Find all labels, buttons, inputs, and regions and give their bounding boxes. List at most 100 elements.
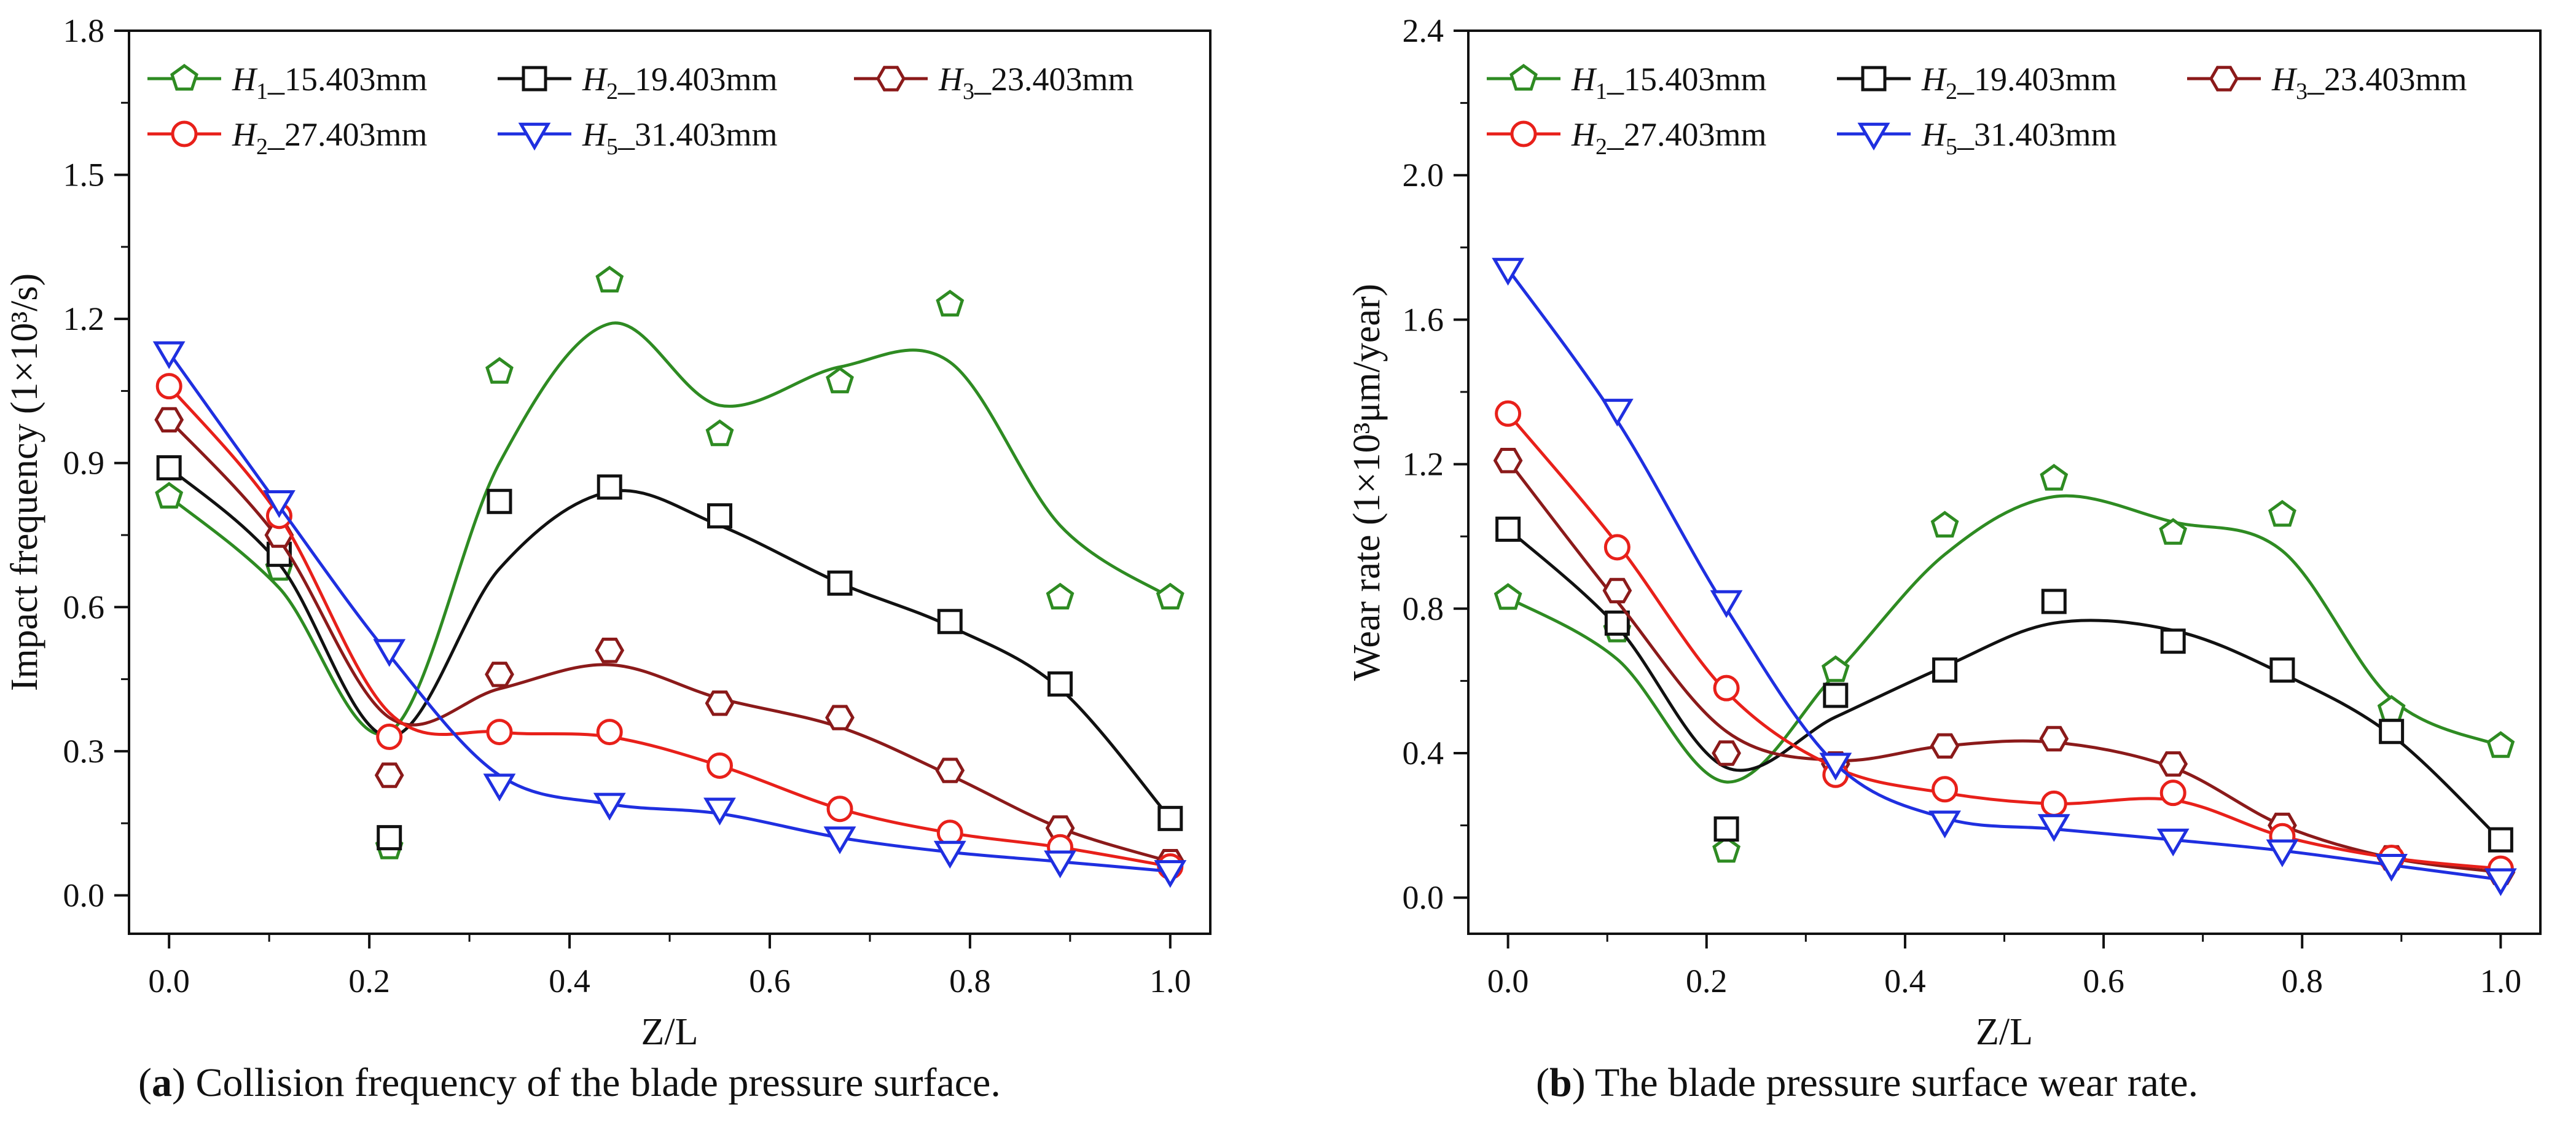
chart-b-series-4-point xyxy=(1713,675,1740,702)
chart-b-series-5-point xyxy=(2484,868,2517,896)
chart-b-series-5-point xyxy=(1492,257,1525,286)
chart-a-series-2-point xyxy=(827,570,853,596)
chart-b-x-tick-label: 0.4 xyxy=(1884,963,1926,999)
chart-b-series-5 xyxy=(1492,257,2517,896)
chart-a-x-tick-label: 0.8 xyxy=(949,963,991,999)
chart-a-series-1-point xyxy=(705,419,734,447)
chart-a-y-tick-label: 1.8 xyxy=(63,12,105,49)
chart-a-series-1-point xyxy=(1156,582,1184,610)
chart-b-series-3-point xyxy=(2158,751,2188,777)
chart-a-series-2-point xyxy=(377,825,402,851)
chart-b-legend-label: H1_15.403mm xyxy=(1571,61,1767,104)
chart-b-series-2-point xyxy=(2041,589,2067,614)
chart-a-legend-swatch-marker xyxy=(170,63,198,91)
chart-a-series-2-point xyxy=(1047,671,1073,697)
chart-a: 0.0 0.2 0.4 0.6 0.8 1.0 0.0 0.3 0.6 0.9 1.2 1.5 1.8 Z… xyxy=(4,12,1212,1053)
chart-b-series-3-point xyxy=(1602,577,1632,604)
chart-b-series-2-point xyxy=(1495,516,1521,542)
chart-a-series-1-point xyxy=(155,482,184,509)
chart-b-series-2-point xyxy=(1713,816,1739,842)
chart-a-y-tick-label: 0.6 xyxy=(63,589,105,625)
chart-a-legend-label: H2_19.403mm xyxy=(582,61,778,104)
chart-a-series-5-point xyxy=(823,826,856,855)
caption-a-letter: a xyxy=(151,1060,172,1105)
chart-a-series-3-point xyxy=(154,407,184,432)
chart-b-series-2-line xyxy=(1506,528,2502,841)
chart-b-series-1-line xyxy=(1507,494,2502,784)
chart-b-legend-swatch-marker xyxy=(1861,66,1887,92)
chart-b-legend-label: H2_27.403mm xyxy=(1571,116,1767,160)
chart-a-y-tick-label: 0.0 xyxy=(63,877,105,913)
chart-a-y-tick-label: 0.9 xyxy=(63,445,105,482)
chart-a-series-4 xyxy=(155,373,1184,880)
caption-a: (a) Collision frequency of the blade pre… xyxy=(138,1060,1001,1105)
chart-b-legend-label: H2_19.403mm xyxy=(1921,61,2117,104)
chart-a-series-2-point xyxy=(1157,805,1183,831)
caption-b-letter: b xyxy=(1549,1060,1572,1105)
chart-a-legend-swatch-marker xyxy=(171,120,198,147)
chart-b-x-tick-label: 0.6 xyxy=(2083,963,2124,999)
chart-b: 0.0 0.2 0.4 0.6 0.8 1.0 0.0 0.4 0.8 1.2 1.6 2.0 2.4 Z… xyxy=(1346,12,2542,1053)
chart-b-series-5-point xyxy=(1600,399,1634,427)
chart-b-legend-swatch-marker xyxy=(1509,63,1538,91)
chart-a-series-5-point xyxy=(373,639,406,667)
chart-b-y-tick-label: 1.6 xyxy=(1403,301,1444,338)
chart-b-series-3-point xyxy=(1930,733,1960,759)
chart-b-series-5-line xyxy=(1506,268,2501,882)
chart-a-series-3-point xyxy=(374,762,404,788)
chart-b-legend-label: H5_31.403mm xyxy=(1921,116,2117,160)
chart-b-series-5-point xyxy=(2037,814,2070,842)
chart-b-series-2-point xyxy=(1823,682,1849,708)
chart-b-series-3-point xyxy=(1493,448,1523,474)
chart-b-series-1-point xyxy=(2268,499,2296,527)
chart-a-series-5 xyxy=(152,341,1187,888)
chart-a-legend-item: H1_15.403mm xyxy=(147,61,428,104)
chart-a-series-4-point xyxy=(826,796,853,823)
caption-b: (b) The blade pressure surface wear rate… xyxy=(1536,1060,2199,1105)
chart-a-series-2-point xyxy=(156,455,182,481)
chart-b-series-4-point xyxy=(1932,776,1959,803)
chart-a-series-5-point xyxy=(933,840,966,869)
chart-b-series-5-point xyxy=(1710,590,1743,619)
chart-b-series-4-point xyxy=(1495,400,1522,427)
chart-b-series-3-point xyxy=(1712,740,1741,766)
chart-a-series-3-point xyxy=(825,705,855,730)
chart-b-series-2-point xyxy=(2379,719,2405,745)
chart-a-series-4-line xyxy=(168,385,1171,868)
chart-a-series-4-point xyxy=(486,719,513,746)
chart-a-legend-item: H2_27.403mm xyxy=(147,116,428,160)
chart-b-series-2-point xyxy=(1932,657,1958,683)
chart-b-series-1-point xyxy=(2486,731,2515,758)
chart-a-series-1-point xyxy=(595,265,624,293)
chart-b-y-axis-label: Wear rate (1×10³μm/year) xyxy=(1346,284,1388,681)
chart-a-series-2 xyxy=(156,455,1183,851)
chart-a-legend-item: H2_19.403mm xyxy=(498,61,778,104)
chart-a-legend-swatch-marker xyxy=(876,66,906,92)
chart-b-series-3-line xyxy=(1506,460,2501,874)
chart-a-series-2-point xyxy=(707,503,732,529)
chart-b-x-axis-label: Z/L xyxy=(1976,1011,2033,1053)
chart-a-legend-swatch-marker xyxy=(522,66,547,92)
chart-b-legend-swatch-marker xyxy=(2209,66,2239,92)
chart-a-legend: H1_15.403mm H2_19.403mm H3_23.403mm H2_27.4… xyxy=(147,61,1134,160)
chart-a-series-5-point xyxy=(1044,850,1076,878)
chart-a-series-2-point xyxy=(597,474,622,500)
chart-b-series-2-point xyxy=(2269,657,2295,683)
chart-a-legend-label: H2_27.403mm xyxy=(232,116,428,160)
chart-a-series-2-point xyxy=(937,609,963,635)
caption-b-text: The blade pressure surface wear rate. xyxy=(1595,1060,2199,1105)
chart-a-series-4-point xyxy=(155,373,182,400)
chart-a-series-4-point xyxy=(596,719,623,746)
chart-a-series-3-point xyxy=(705,690,735,716)
chart-b-series-4-point xyxy=(2159,780,2186,807)
chart-a-series-5-point xyxy=(483,773,516,802)
chart-b-x-tick-label: 0.0 xyxy=(1487,963,1529,999)
chart-a-series-5-point xyxy=(703,797,736,826)
chart-b-legend-item: H3_23.403mm xyxy=(2187,61,2467,104)
chart-b-series-5-point xyxy=(1819,753,1852,781)
chart-b-series-5-point xyxy=(2375,854,2408,882)
chart-b-plot-frame xyxy=(1467,29,2542,935)
chart-a-x-axis-label: Z/L xyxy=(641,1011,699,1053)
chart-b-y-tick-label: 2.4 xyxy=(1403,12,1444,49)
chart-a-series-1-point xyxy=(1046,582,1075,610)
